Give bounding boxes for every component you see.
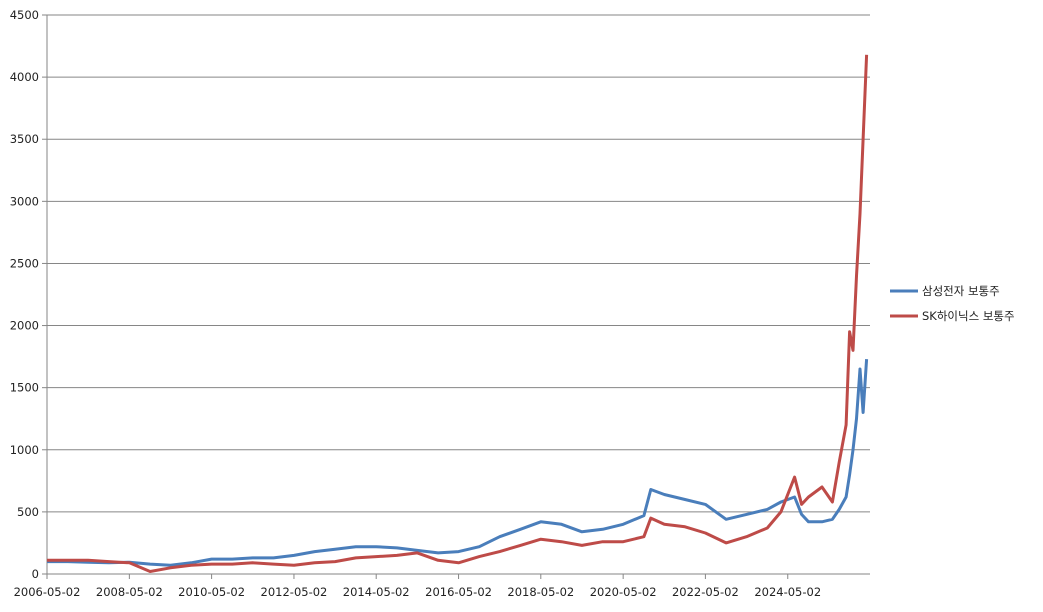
series-line bbox=[47, 54, 869, 573]
x-tick-label: 2008-05-02 bbox=[96, 585, 163, 599]
legend-label: 삼성전자 보통주 bbox=[922, 284, 1000, 298]
legend-label: SK하이닉스 보통주 bbox=[922, 309, 1015, 323]
x-tick-label: 2016-05-02 bbox=[425, 585, 492, 599]
x-tick-label: 2014-05-02 bbox=[343, 585, 410, 599]
y-tick-label: 0 bbox=[32, 567, 39, 581]
y-tick-label: 3500 bbox=[10, 132, 39, 146]
x-tick-label: 2020-05-02 bbox=[590, 585, 657, 599]
y-tick-label: 1000 bbox=[10, 443, 39, 457]
y-tick-label: 2000 bbox=[10, 319, 39, 333]
x-tick-label: 2024-05-02 bbox=[754, 585, 821, 599]
x-tick-label: 2006-05-02 bbox=[14, 585, 81, 599]
series-line bbox=[47, 359, 869, 567]
y-tick-label: 1500 bbox=[10, 381, 39, 395]
x-tick-label: 2022-05-02 bbox=[672, 585, 739, 599]
y-tick-label: 2500 bbox=[10, 256, 39, 270]
x-tick-label: 2018-05-02 bbox=[507, 585, 574, 599]
y-tick-label: 4000 bbox=[10, 70, 39, 84]
y-tick-label: 3000 bbox=[10, 194, 39, 208]
y-tick-label: 4500 bbox=[10, 8, 39, 22]
x-tick-label: 2012-05-02 bbox=[261, 585, 328, 599]
y-tick-label: 500 bbox=[17, 505, 39, 519]
x-tick-label: 2010-05-02 bbox=[178, 585, 245, 599]
